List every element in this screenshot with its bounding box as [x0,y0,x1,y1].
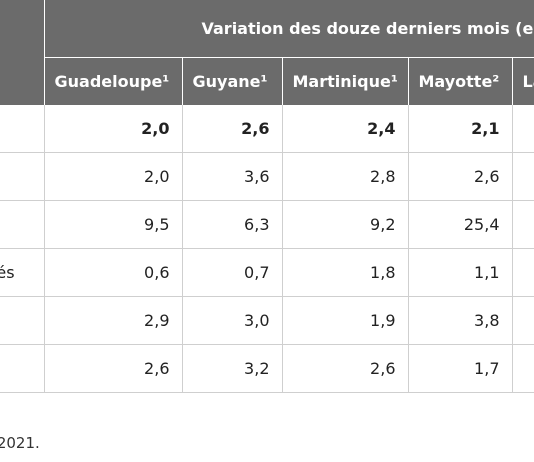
table-cell: 2,0 [44,105,183,153]
header-corner-cell [0,0,45,105]
table-cell: 3,0 [182,296,283,345]
table-row: urés 0,6 0,7 1,8 1,1 [0,248,534,297]
table-cell: 9,2 [282,200,409,249]
footnote-text: re 2021. [0,434,40,452]
column-header-mayotte: Mayotte² [408,57,513,105]
table-cell [512,248,534,297]
table-cell: 1,1 [408,248,513,297]
table-cell: 1,8 [282,248,409,297]
table-cell [512,344,534,393]
table-cell: 3,8 [408,296,513,345]
row-label-cell [0,152,45,201]
header-row-columns: Guadeloupe¹ Guyane¹ Martinique¹ Mayotte²… [0,57,534,105]
table-row: 2,0 2,6 2,4 2,1 [0,105,534,153]
row-label-cell [0,200,45,249]
table-cell: 2,6 [44,344,183,393]
header-row-group: Variation des douze derniers mois (en [0,0,534,105]
row-label-cell [0,344,45,393]
column-header-guyane: Guyane¹ [182,57,283,105]
table-cell: 2,0 [44,152,183,201]
table-cell: 2,6 [408,152,513,201]
table-cell: 2,1 [408,105,513,153]
table-cell [512,296,534,345]
table-cell: 2,9 [44,296,183,345]
column-header-guadeloupe: Guadeloupe¹ [44,57,183,105]
column-header-la-reunion: La [512,57,534,105]
table-body: 2,0 2,6 2,4 2,1 2,0 3,6 2,8 2,6 9,5 6,3 … [0,105,534,393]
table-cell: 1,9 [282,296,409,345]
row-label-cell [0,105,45,153]
table-row: 2,6 3,2 2,6 1,7 [0,344,534,393]
table-row: 2,0 3,6 2,8 2,6 [0,152,534,201]
table-cell: 6,3 [182,200,283,249]
data-table: Variation des douze derniers mois (en Gu… [0,0,534,393]
table-cell: 3,6 [182,152,283,201]
table-cell: 0,6 [44,248,183,297]
row-label-cell: urés [0,248,45,297]
table-header: Variation des douze derniers mois (en Gu… [0,0,534,105]
table-cell: 9,5 [44,200,183,249]
table-cell: 2,6 [282,344,409,393]
table-row: 9,5 6,3 9,2 25,4 [0,200,534,249]
source-footnote: re 2021. [0,434,40,452]
row-label-cell [0,296,45,345]
row-label: urés [0,263,15,282]
table-cell: 3,2 [182,344,283,393]
group-header: Variation des douze derniers mois (en [44,0,534,58]
table-cell [512,200,534,249]
table-cell [512,152,534,201]
table-cell: 1,7 [408,344,513,393]
data-table-container: Variation des douze derniers mois (en Gu… [0,0,534,393]
column-header-martinique: Martinique¹ [282,57,409,105]
table-row: 2,9 3,0 1,9 3,8 [0,296,534,345]
table-cell: 2,8 [282,152,409,201]
table-cell: 2,4 [282,105,409,153]
table-cell [512,105,534,153]
table-cell: 25,4 [408,200,513,249]
table-cell: 2,6 [182,105,283,153]
table-cell: 0,7 [182,248,283,297]
